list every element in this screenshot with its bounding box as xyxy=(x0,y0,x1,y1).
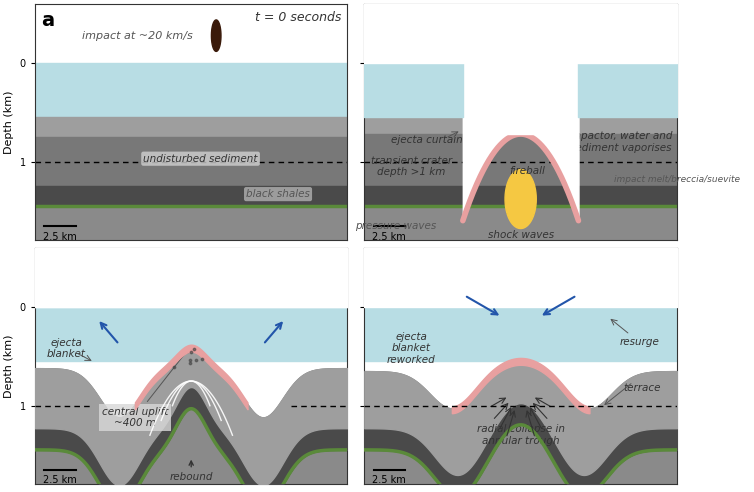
Text: breccia & ejecta
redeposited in crater: breccia & ejecta redeposited in crater xyxy=(476,269,584,290)
Text: resurge: resurge xyxy=(620,337,660,346)
Text: fireball: fireball xyxy=(509,166,545,177)
Text: 2.5 km: 2.5 km xyxy=(372,232,406,242)
Point xyxy=(185,348,197,356)
Polygon shape xyxy=(505,170,536,229)
Y-axis label: Depth (km): Depth (km) xyxy=(5,91,14,154)
Text: t = 150 seconds: t = 150 seconds xyxy=(569,255,671,268)
Text: impactor, water and
sediment vaporises: impactor, water and sediment vaporises xyxy=(569,131,673,153)
Point xyxy=(184,356,196,364)
Text: c: c xyxy=(41,255,53,274)
Text: impact at ~20 km/s: impact at ~20 km/s xyxy=(81,31,192,41)
Text: radial collapse in
annular trough: radial collapse in annular trough xyxy=(477,424,565,446)
Text: a: a xyxy=(41,11,54,30)
Y-axis label: Depth (km): Depth (km) xyxy=(5,335,14,398)
Text: t = 0 seconds: t = 0 seconds xyxy=(255,11,342,24)
Text: d: d xyxy=(370,255,385,274)
Text: t = 30 seconds: t = 30 seconds xyxy=(247,255,342,268)
Point xyxy=(168,364,180,371)
Text: ejecta
blanket: ejecta blanket xyxy=(47,338,86,359)
Text: rim wave tsunami: rim wave tsunami xyxy=(222,271,316,280)
Text: impact melt/breccia/suevite: impact melt/breccia/suevite xyxy=(615,175,740,184)
Text: central uplift
~400 m: central uplift ~400 m xyxy=(102,349,188,428)
Text: 2.5 km: 2.5 km xyxy=(43,475,77,486)
Text: undisturbed sediment: undisturbed sediment xyxy=(143,154,258,164)
Text: b: b xyxy=(370,11,385,30)
Polygon shape xyxy=(501,4,540,134)
Text: terrace: terrace xyxy=(624,383,661,393)
Point xyxy=(190,356,202,364)
Text: 2.5 km: 2.5 km xyxy=(43,232,77,242)
Text: shock waves: shock waves xyxy=(488,230,553,241)
Text: 2.5 km: 2.5 km xyxy=(372,475,406,486)
Text: ejecta curtain
(water): ejecta curtain (water) xyxy=(485,21,556,42)
Point xyxy=(188,345,200,353)
Point xyxy=(184,360,196,368)
Text: t = ≈4 seconds: t = ≈4 seconds xyxy=(574,11,671,24)
Text: rebound: rebound xyxy=(170,461,213,482)
Text: transient crater
depth >1 km: transient crater depth >1 km xyxy=(371,156,452,177)
Text: ejecta curtain: ejecta curtain xyxy=(391,135,463,145)
Polygon shape xyxy=(211,20,221,51)
Polygon shape xyxy=(507,170,535,186)
Text: ejecta
blanket
reworked: ejecta blanket reworked xyxy=(387,332,436,365)
Point xyxy=(196,355,208,363)
Text: pressure waves: pressure waves xyxy=(355,220,437,231)
Text: black shales: black shales xyxy=(246,189,310,199)
